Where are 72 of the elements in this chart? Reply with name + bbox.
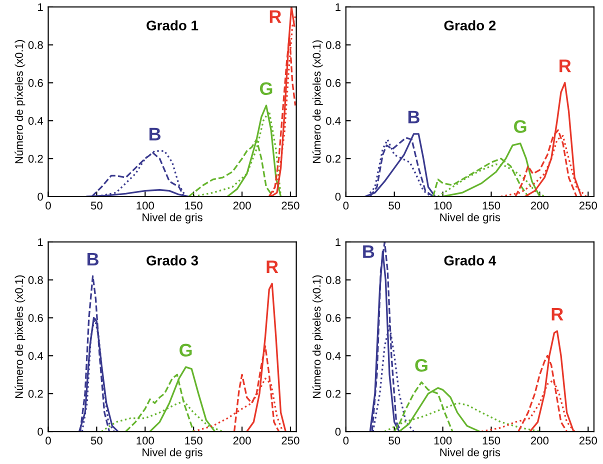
y-tick-label: 0.6 [326, 79, 341, 87]
x-tick-label: 150 [185, 202, 202, 210]
y-tick-label: 0.4 [326, 116, 341, 125]
series-label: B [150, 128, 161, 140]
x-tick-label: 50 [90, 436, 102, 445]
x-tick-label: 250 [282, 202, 300, 210]
x-axis-title: Nivel de gris [142, 213, 202, 224]
x-tick-label: 0 [46, 436, 51, 445]
x-tick-label: 100 [434, 436, 452, 445]
x-tick-label: 100 [136, 436, 154, 445]
y-tick-label: 0 [335, 192, 341, 201]
y-tick-label: 0.2 [28, 154, 43, 163]
y-tick-label: 0 [38, 192, 43, 201]
x-tick-label: 0 [343, 202, 349, 210]
series-label: R [270, 10, 282, 23]
y-tick-label: 0.8 [28, 276, 43, 284]
x-tick-label: 200 [530, 202, 549, 210]
x-axis-title: Nivel de gris [142, 448, 202, 458]
y-tick-label: 1 [336, 238, 340, 246]
x-tick-label: 250 [282, 436, 300, 445]
y-tick-label: 0.6 [28, 314, 43, 322]
series-label: B [363, 245, 374, 258]
x-tick-label: 100 [434, 202, 452, 210]
x-tick-label: 250 [579, 436, 597, 445]
x-axis-title: Nivel de gris [440, 448, 500, 458]
y-tick-label: 0.2 [28, 390, 43, 398]
y-tick-label: 0.4 [28, 352, 44, 360]
series-label: B [88, 252, 99, 266]
y-tick-label: 0.8 [326, 41, 341, 50]
x-tick-label: 0 [46, 202, 51, 210]
x-tick-label: 200 [233, 202, 251, 210]
x-tick-label: 150 [482, 436, 500, 445]
y-tick-label: 1 [336, 3, 340, 11]
x-tick-label: 200 [530, 436, 549, 445]
series-label: R [560, 60, 572, 72]
series-label: R [266, 260, 278, 273]
series-label: R [552, 308, 564, 320]
series-label: G [260, 82, 272, 96]
x-tick-label: 50 [388, 436, 400, 445]
y-tick-label: 0 [335, 428, 341, 436]
y-tick-label: 0.8 [28, 41, 43, 50]
y-tick-label: 1 [38, 3, 43, 11]
y-tick-label: 0.2 [326, 390, 340, 398]
y-tick-label: 0.4 [28, 116, 44, 125]
series-label: B [408, 110, 420, 124]
text: Grado 4 [444, 255, 496, 266]
x-tick-label: 50 [388, 202, 400, 210]
x-tick-label: 150 [185, 436, 202, 445]
y-axis-title: Número de pixeles (x0.1) [312, 275, 323, 398]
series-label: G [415, 358, 428, 372]
x-tick-label: 250 [579, 202, 597, 210]
x-axis-title: Nivel de gris [440, 213, 500, 224]
y-tick-label: 1 [38, 238, 43, 246]
x-tick-label: 150 [482, 202, 500, 210]
text: Grado 2 [444, 20, 496, 30]
text: Grado 3 [146, 255, 198, 266]
y-tick-label: 0 [38, 428, 43, 436]
x-tick-label: 0 [343, 436, 349, 445]
x-tick-label: 200 [233, 436, 251, 445]
series-label: G [180, 344, 192, 357]
y-tick-label: 0.8 [326, 276, 341, 284]
series-label: G [514, 120, 526, 133]
y-tick-label: 0.6 [326, 314, 341, 322]
y-tick-label: 0.2 [326, 154, 340, 163]
y-axis-title: Número de píxeles (x0.1) [14, 40, 26, 164]
y-tick-label: 0.6 [28, 79, 43, 87]
y-tick-label: 0.4 [326, 352, 341, 360]
y-axis-title: Número de pixeles (x0.1) [312, 40, 323, 163]
y-axis-title: Número de pixeles (x0.1) [14, 275, 26, 398]
text: Grado 1 [146, 20, 198, 30]
x-tick-label: 100 [136, 202, 154, 210]
x-tick-label: 50 [90, 202, 102, 210]
